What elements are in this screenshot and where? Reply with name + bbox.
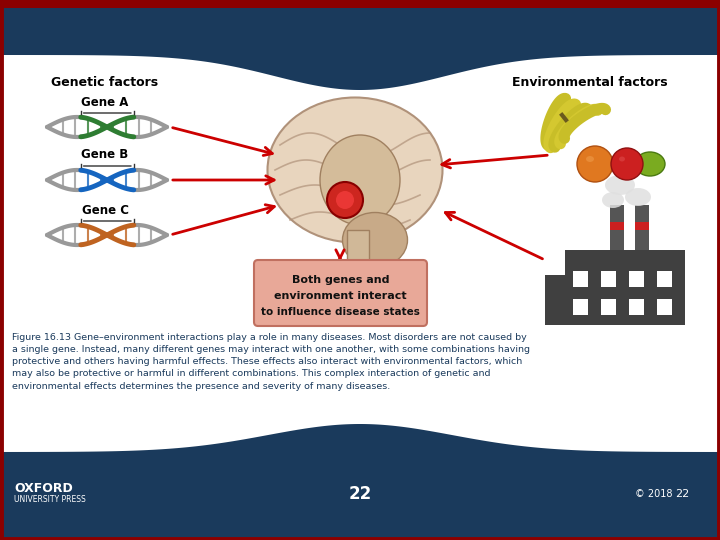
Ellipse shape [605,175,635,195]
Bar [657,299,672,315]
Bar [635,222,649,230]
Text: Environmental factors: Environmental factors [512,76,668,89]
Bar [601,299,616,315]
FancyBboxPatch shape [254,260,427,326]
Text: 22: 22 [675,489,689,499]
Bar [545,275,570,325]
Ellipse shape [586,156,594,162]
Ellipse shape [635,152,665,176]
Text: Gene B: Gene B [81,148,129,161]
Ellipse shape [602,192,624,208]
Text: environment interact: environment interact [274,291,407,301]
Bar [629,299,644,315]
Text: © 2018: © 2018 [635,489,672,499]
Bar [657,271,672,287]
Polygon shape [0,0,720,90]
Text: Gene C: Gene C [81,204,128,217]
Circle shape [327,182,363,218]
Ellipse shape [625,188,651,206]
Text: Both genes and: Both genes and [292,275,390,285]
Ellipse shape [343,213,408,267]
Bar [629,271,644,287]
Bar [635,205,649,250]
Ellipse shape [619,157,625,161]
Text: Huntington’s Disease: A Genetic Rarity, in Two: Huntington’s Disease: A Genetic Rarity, … [68,22,652,42]
Text: OXFORD: OXFORD [14,482,73,495]
Circle shape [336,191,354,209]
Bar [601,271,616,287]
Circle shape [611,148,643,180]
Text: Gene A: Gene A [81,97,129,110]
Bar [610,222,624,230]
Text: Genetic factors: Genetic factors [51,76,158,89]
Bar [573,271,588,287]
Bar [573,299,588,315]
Ellipse shape [268,98,443,242]
Text: Senses: Senses [315,42,405,62]
Bar [610,205,624,250]
Text: 22: 22 [348,485,372,503]
Bar [565,250,685,325]
Circle shape [577,146,613,182]
Text: Figure 16.13 Gene–environment interactions play a role in many diseases. Most di: Figure 16.13 Gene–environment interactio… [12,333,530,390]
Bar [0,0,720,8]
Polygon shape [0,424,720,540]
Text: to influence disease states: to influence disease states [261,307,420,316]
Ellipse shape [320,135,400,225]
Text: UNIVERSITY PRESS: UNIVERSITY PRESS [14,496,86,504]
Bar [347,230,369,285]
